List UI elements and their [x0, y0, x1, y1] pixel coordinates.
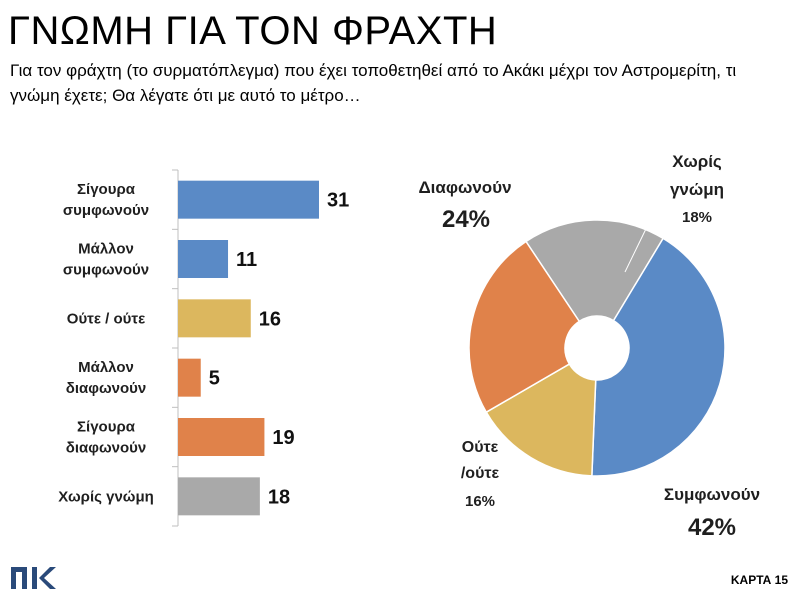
bar-value-label: 31 [327, 190, 349, 212]
page-title: ΓΝΩΜΗ ΓΙΑ ΤΟΝ ΦΡΑΧΤΗ [8, 9, 498, 53]
card-number: ΚΑΡΤΑ 15 [730, 573, 788, 587]
bar [178, 418, 265, 456]
bar-value-label: 18 [268, 486, 290, 508]
donut-slice [485, 363, 597, 477]
slice-label: /ούτε [461, 465, 500, 482]
page-subtitle: Για τον φράχτη (το συρματόπλεγμα) που έχ… [10, 61, 737, 105]
bar [178, 477, 260, 516]
donut-slice [524, 219, 665, 323]
slice-value-label: 24% [442, 206, 490, 233]
bar [178, 299, 251, 338]
donut-slice [591, 237, 726, 477]
slice-value-label: 16% [465, 493, 495, 510]
bar-category-label: Σίγουρα συμφωνούν [63, 181, 149, 219]
bar-value-label: 11 [236, 249, 257, 271]
bar-category-label: Ούτε / ούτε [67, 310, 145, 327]
slice-label: Ούτε [462, 439, 499, 456]
bar-category-label: Μάλλον συμφωνούν [63, 241, 149, 279]
bar-chart: 31 Σίγουρα συμφωνούν 11 Μάλλον συμφωνούν 16 Ούτ… [58, 169, 349, 527]
slice-label: Συμφωνούν [664, 485, 760, 504]
bar-value-label: 16 [259, 308, 281, 330]
bar-category-label: Χωρίς γνώμη [58, 488, 154, 505]
rik-logo [11, 567, 56, 589]
slice-label: Χωρίς [672, 152, 722, 171]
slice-label: Διαφωνούν [418, 178, 511, 197]
bar-category-label: Μάλλον διαφωνούν [66, 359, 146, 397]
bar-category-label: Σίγουρα διαφωνούν [66, 419, 146, 457]
slice-value-label: 18% [682, 209, 712, 226]
donut-slice [468, 240, 581, 414]
donut-chart: Διαφωνούν 24% Χωρίς γνώμη 18% Ούτε/ούτε 16% Συμ… [418, 152, 760, 541]
bar [178, 358, 201, 397]
bar-value-label: 5 [209, 368, 220, 390]
slice-value-label: 42% [688, 514, 736, 541]
bar [178, 240, 229, 278]
slice-label: γνώμη [670, 180, 724, 199]
bar-value-label: 19 [272, 427, 294, 449]
slice-leader-line [624, 199, 661, 273]
bar [178, 180, 319, 219]
